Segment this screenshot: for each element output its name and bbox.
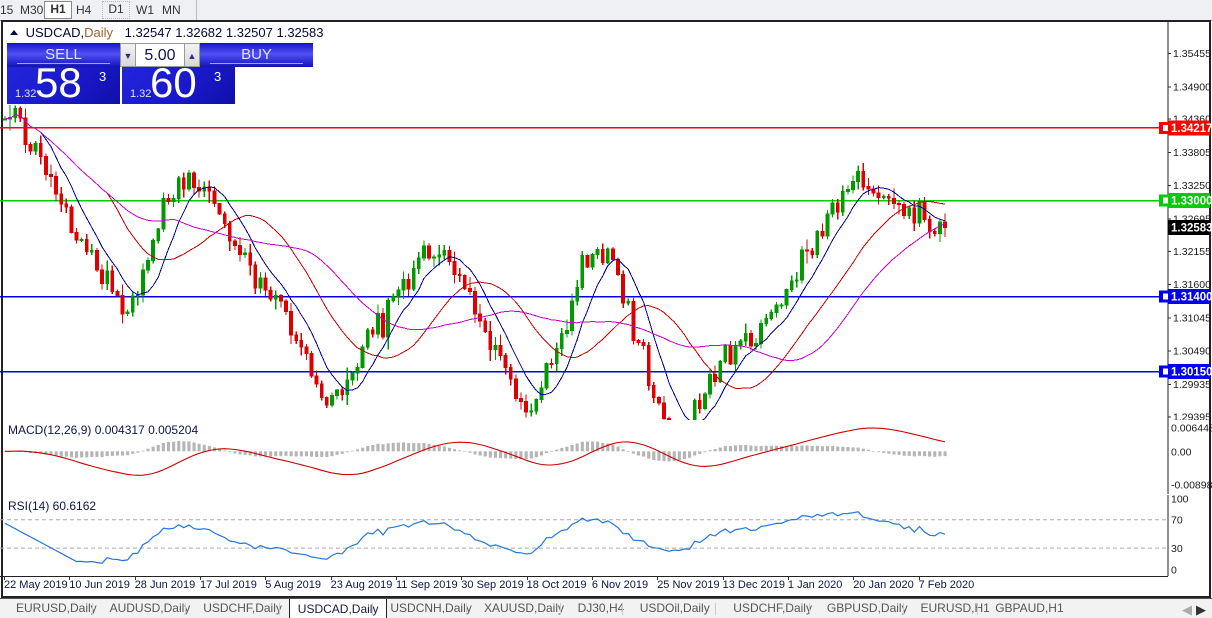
svg-text:1.32155: 1.32155 <box>1173 246 1211 258</box>
svg-text:1.33250: 1.33250 <box>1173 180 1211 192</box>
svg-text:1.32583: 1.32583 <box>1171 223 1212 235</box>
svg-text:1.31045: 1.31045 <box>1173 313 1211 325</box>
svg-text:1.34217: 1.34217 <box>1171 123 1212 135</box>
svg-text:1.34900: 1.34900 <box>1173 81 1211 93</box>
svg-text:1.30490: 1.30490 <box>1173 346 1211 358</box>
svg-text:100: 100 <box>1171 495 1189 505</box>
svg-text:1.33000: 1.33000 <box>1171 196 1212 208</box>
svg-text:30: 30 <box>1171 543 1183 555</box>
svg-text:0.006448: 0.006448 <box>1171 422 1212 434</box>
svg-text:1.35455: 1.35455 <box>1173 48 1211 60</box>
svg-text:0: 0 <box>1171 564 1177 576</box>
svg-text:1.33805: 1.33805 <box>1173 147 1211 159</box>
svg-text:1.31400: 1.31400 <box>1171 292 1212 304</box>
svg-text:70: 70 <box>1171 515 1183 527</box>
svg-text:-0.008982: -0.008982 <box>1171 480 1212 492</box>
svg-text:1.29935: 1.29935 <box>1173 379 1211 391</box>
svg-text:1.30150: 1.30150 <box>1171 367 1212 379</box>
svg-text:0.00: 0.00 <box>1171 446 1192 458</box>
